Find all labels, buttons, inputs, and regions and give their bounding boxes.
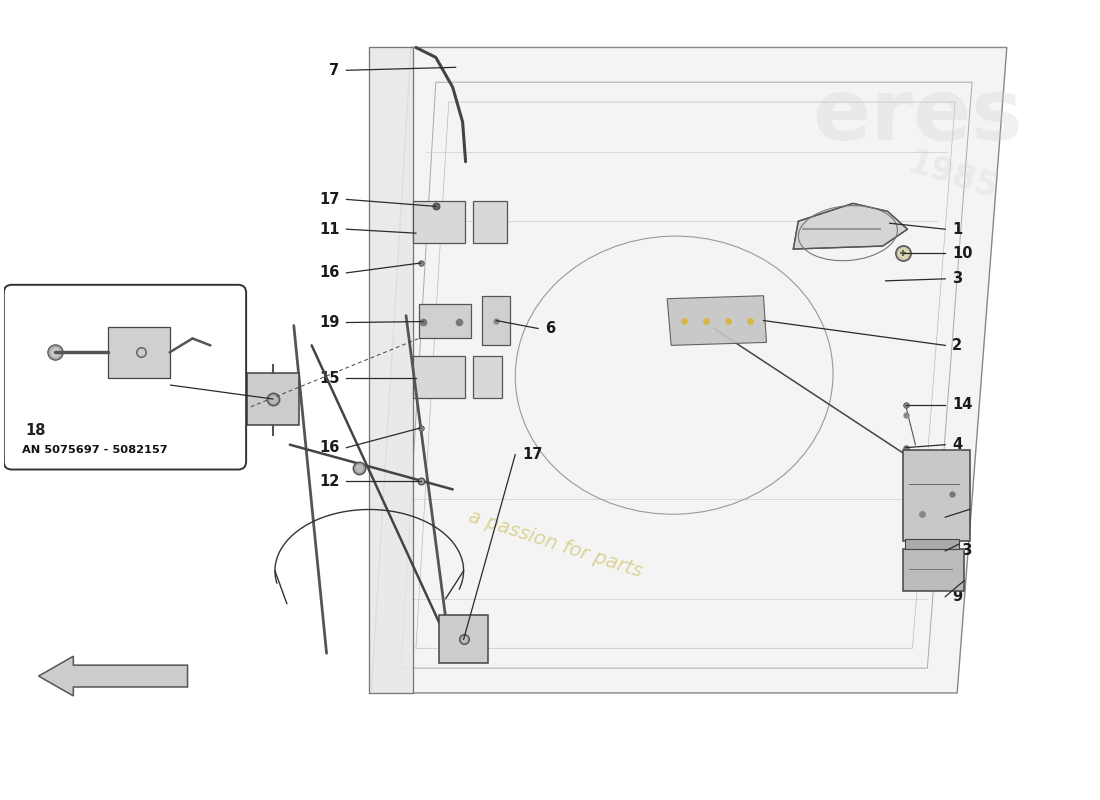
FancyArrow shape [39, 656, 187, 696]
Text: 16: 16 [319, 440, 340, 455]
Text: 11: 11 [319, 222, 340, 237]
Text: 1: 1 [953, 222, 962, 237]
Text: 17: 17 [522, 447, 542, 462]
Bar [412, 356, 464, 398]
Polygon shape [370, 47, 412, 693]
Text: AN 5075697 - 5082157: AN 5075697 - 5082157 [22, 445, 167, 454]
Text: 15: 15 [319, 370, 340, 386]
Text: 7: 7 [329, 63, 340, 78]
Text: 16: 16 [319, 266, 340, 280]
Text: 3: 3 [953, 271, 962, 286]
Bar [439, 615, 488, 663]
Bar [473, 202, 507, 243]
Polygon shape [793, 203, 908, 249]
Bar [248, 373, 299, 425]
Bar [904, 539, 959, 549]
Text: 19: 19 [319, 315, 340, 330]
Text: 17: 17 [319, 192, 340, 207]
Polygon shape [668, 296, 767, 346]
Text: 1985: 1985 [903, 146, 1001, 206]
Bar [473, 356, 503, 398]
Text: 4: 4 [953, 437, 962, 452]
Text: 13: 13 [953, 543, 972, 558]
Bar [108, 326, 169, 378]
Text: a passion for parts: a passion for parts [465, 507, 645, 581]
Text: 18: 18 [25, 422, 46, 438]
Bar [412, 202, 464, 243]
Polygon shape [372, 47, 1006, 693]
Text: 14: 14 [953, 398, 972, 413]
Bar [419, 304, 471, 338]
Text: eres: eres [812, 75, 1023, 158]
Bar [483, 296, 510, 346]
Bar [902, 549, 964, 590]
Text: 2: 2 [953, 338, 962, 353]
Text: 9: 9 [953, 589, 962, 604]
Text: 8: 8 [153, 378, 163, 393]
Text: 12: 12 [319, 474, 340, 489]
FancyBboxPatch shape [3, 285, 246, 470]
Text: 6: 6 [544, 321, 556, 336]
Text: 5: 5 [953, 510, 962, 525]
Text: 10: 10 [953, 246, 972, 261]
Bar [902, 450, 970, 541]
